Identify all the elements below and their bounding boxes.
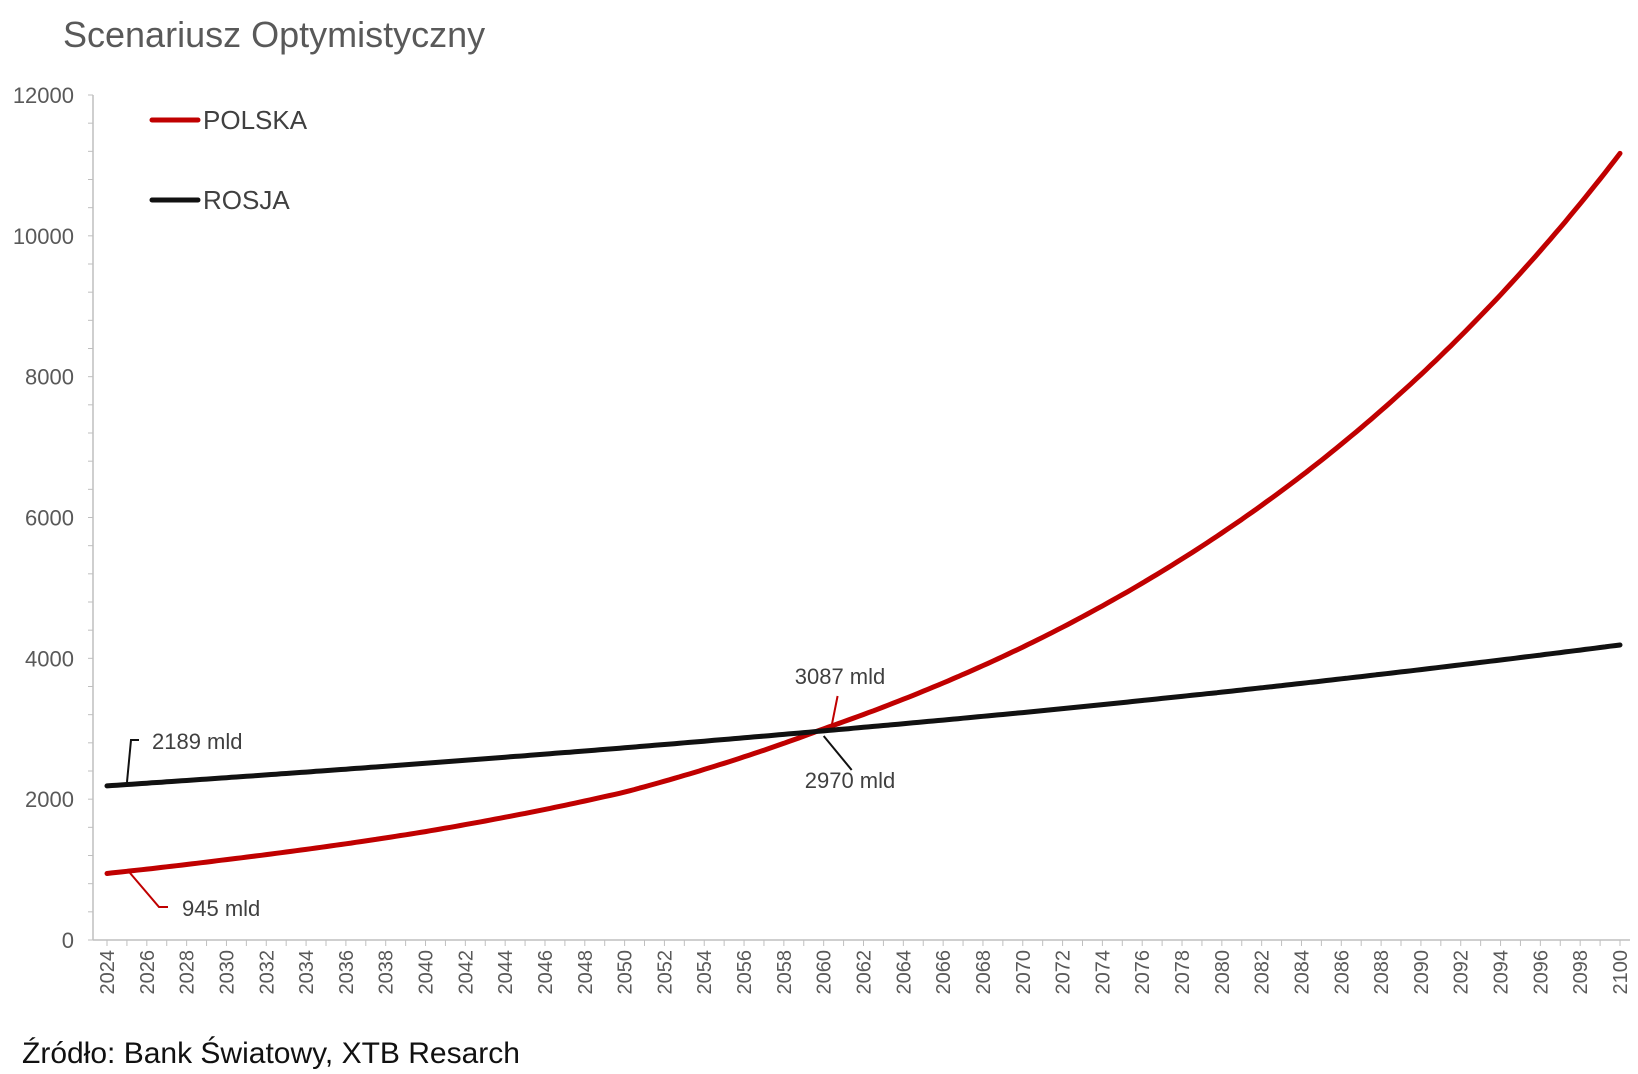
source-note: Źródło: Bank Światowy, XTB Resarch — [22, 1037, 520, 1070]
legend-label-polska: POLSKA — [203, 105, 308, 135]
annotation-leader — [129, 872, 168, 908]
x-tick-label: 2026 — [137, 950, 159, 995]
x-tick-label: 2086 — [1331, 950, 1353, 995]
y-tick-label: 6000 — [25, 506, 74, 531]
y-tick-label: 12000 — [13, 83, 74, 108]
chart-axes — [88, 94, 1630, 941]
x-tick-label: 2076 — [1132, 950, 1154, 995]
annotation-leader — [126, 739, 139, 783]
x-tick-label: 2052 — [654, 950, 676, 995]
y-tick-label: 4000 — [25, 646, 74, 671]
x-tick-label: 2098 — [1570, 950, 1592, 995]
x-tick-label: 2030 — [216, 950, 238, 995]
x-tick-label: 2094 — [1491, 950, 1513, 995]
x-tick-label: 2070 — [1013, 950, 1035, 995]
series-line-rosja — [104, 642, 1623, 789]
y-tick-label: 2000 — [25, 787, 74, 812]
x-tick-label: 2064 — [893, 950, 915, 995]
x-axis-ticks: 2024 2026 2028 2030 2032 2034 2036 2038 2040 2042… — [97, 940, 1632, 995]
x-tick-label: 2078 — [1172, 950, 1194, 995]
x-tick-label: 2036 — [336, 950, 358, 995]
x-tick-label: 2044 — [495, 950, 517, 995]
x-tick-label: 2090 — [1411, 950, 1433, 995]
x-tick-label: 2080 — [1212, 950, 1234, 995]
x-tick-label: 2040 — [416, 950, 438, 995]
x-tick-label: 2056 — [734, 950, 756, 995]
x-tick-label: 2100 — [1610, 950, 1632, 995]
x-tick-label: 2032 — [256, 950, 278, 995]
x-tick-label: 2060 — [814, 950, 836, 995]
x-tick-label: 2082 — [1252, 950, 1274, 995]
annotation-label: 2970 mld — [805, 768, 896, 793]
y-tick-label: 8000 — [25, 365, 74, 390]
x-tick-label: 2048 — [575, 950, 597, 995]
annotation-label: 2189 mld — [152, 729, 243, 754]
legend: POLSKA ROSJA — [149, 105, 308, 215]
annotation-label: 3087 mld — [795, 664, 886, 689]
series-line-polska — [104, 150, 1623, 876]
y-axis-ticks: 0 2000 4000 6000 8000 10000 12000 — [13, 83, 74, 953]
annotation-leader — [822, 735, 853, 771]
x-tick-label: 2074 — [1092, 950, 1114, 995]
x-tick-label: 2092 — [1451, 950, 1473, 995]
annotations: 2189 mld 945 mld 3087 mld 2970 mld — [126, 664, 896, 921]
legend-label-rosja: ROSJA — [203, 185, 290, 215]
x-tick-label: 2054 — [694, 950, 716, 995]
x-tick-label: 2084 — [1291, 950, 1313, 995]
series-lines — [104, 150, 1623, 876]
x-tick-label: 2068 — [973, 950, 995, 995]
x-tick-label: 2024 — [97, 950, 119, 995]
y-tick-label: 10000 — [13, 224, 74, 249]
x-tick-label: 2028 — [177, 950, 199, 995]
x-tick-label: 2088 — [1371, 950, 1393, 995]
x-tick-label: 2034 — [296, 950, 318, 995]
x-tick-label: 2038 — [376, 950, 398, 995]
x-tick-label: 2072 — [1053, 950, 1075, 995]
chart-title: Scenariusz Optymistyczny — [63, 14, 486, 55]
x-tick-label: 2042 — [455, 950, 477, 995]
x-tick-label: 2096 — [1530, 950, 1552, 995]
y-tick-label: 0 — [62, 928, 74, 953]
x-tick-label: 2058 — [774, 950, 796, 995]
x-tick-label: 2062 — [854, 950, 876, 995]
x-tick-label: 2066 — [933, 950, 955, 995]
x-tick-label: 2050 — [615, 950, 637, 995]
annotation-leader — [830, 695, 839, 727]
x-tick-label: 2046 — [535, 950, 557, 995]
annotation-label: 945 mld — [182, 896, 260, 921]
